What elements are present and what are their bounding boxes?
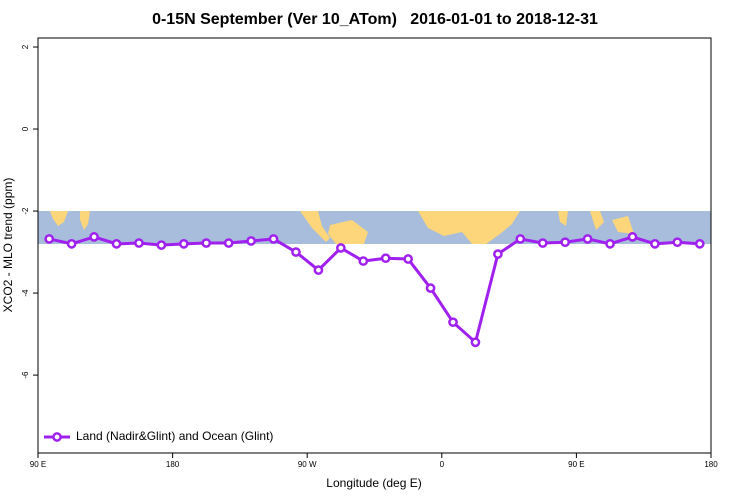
y-tick-label: 0	[21, 126, 30, 131]
data-point	[246, 236, 256, 246]
data-point	[291, 247, 301, 257]
plot-frame	[37, 37, 712, 454]
y-tick-label: -2	[21, 207, 30, 215]
data-point	[537, 238, 548, 248]
data-point	[403, 254, 413, 264]
data-point	[672, 237, 683, 248]
data-point	[650, 239, 660, 249]
x-tick-label: 180	[704, 460, 718, 469]
y-tick-label: -4	[21, 289, 30, 297]
x-tick-label: 90 W	[298, 460, 317, 469]
data-point	[44, 234, 55, 244]
data-point	[66, 239, 77, 249]
data-point	[605, 239, 615, 249]
y-tick-label: -6	[21, 371, 30, 379]
data-point	[493, 249, 503, 259]
legend-marker	[52, 432, 62, 442]
chart-title: 0-15N September (Ver 10_ATom) 2016-01-01…	[152, 11, 598, 28]
data-point	[336, 243, 346, 253]
data-point	[358, 256, 369, 266]
data-point	[425, 283, 436, 293]
y-axis-label: XCO2 - MLO trend (ppm)	[1, 178, 15, 313]
x-tick-label: 0	[440, 460, 445, 469]
data-point	[313, 265, 324, 275]
data-point	[515, 234, 526, 244]
y-tick-label: 2	[21, 44, 30, 49]
data-point	[560, 237, 571, 248]
x-tick-label: 90 E	[30, 460, 46, 469]
data-point	[134, 238, 144, 248]
data-point	[156, 240, 167, 250]
data-point	[89, 232, 99, 242]
data-point	[448, 317, 458, 328]
data-point	[380, 253, 391, 264]
map-band	[38, 211, 711, 244]
data-point	[223, 238, 234, 248]
data-point	[694, 239, 705, 249]
data-point	[582, 234, 593, 244]
data-point	[201, 238, 212, 248]
series-line	[48, 235, 700, 346]
x-tick-label: 90 E	[568, 460, 584, 469]
data-point	[268, 234, 279, 244]
data-point	[178, 239, 189, 249]
data-point	[111, 239, 122, 249]
x-axis-label: Longitude (deg E)	[326, 476, 421, 490]
data-point	[627, 232, 638, 242]
x-tick-label: 180	[166, 460, 180, 469]
data-point	[470, 337, 481, 348]
legend-label: Land (Nadir&Glint) and Ocean (Glint)	[76, 429, 273, 443]
